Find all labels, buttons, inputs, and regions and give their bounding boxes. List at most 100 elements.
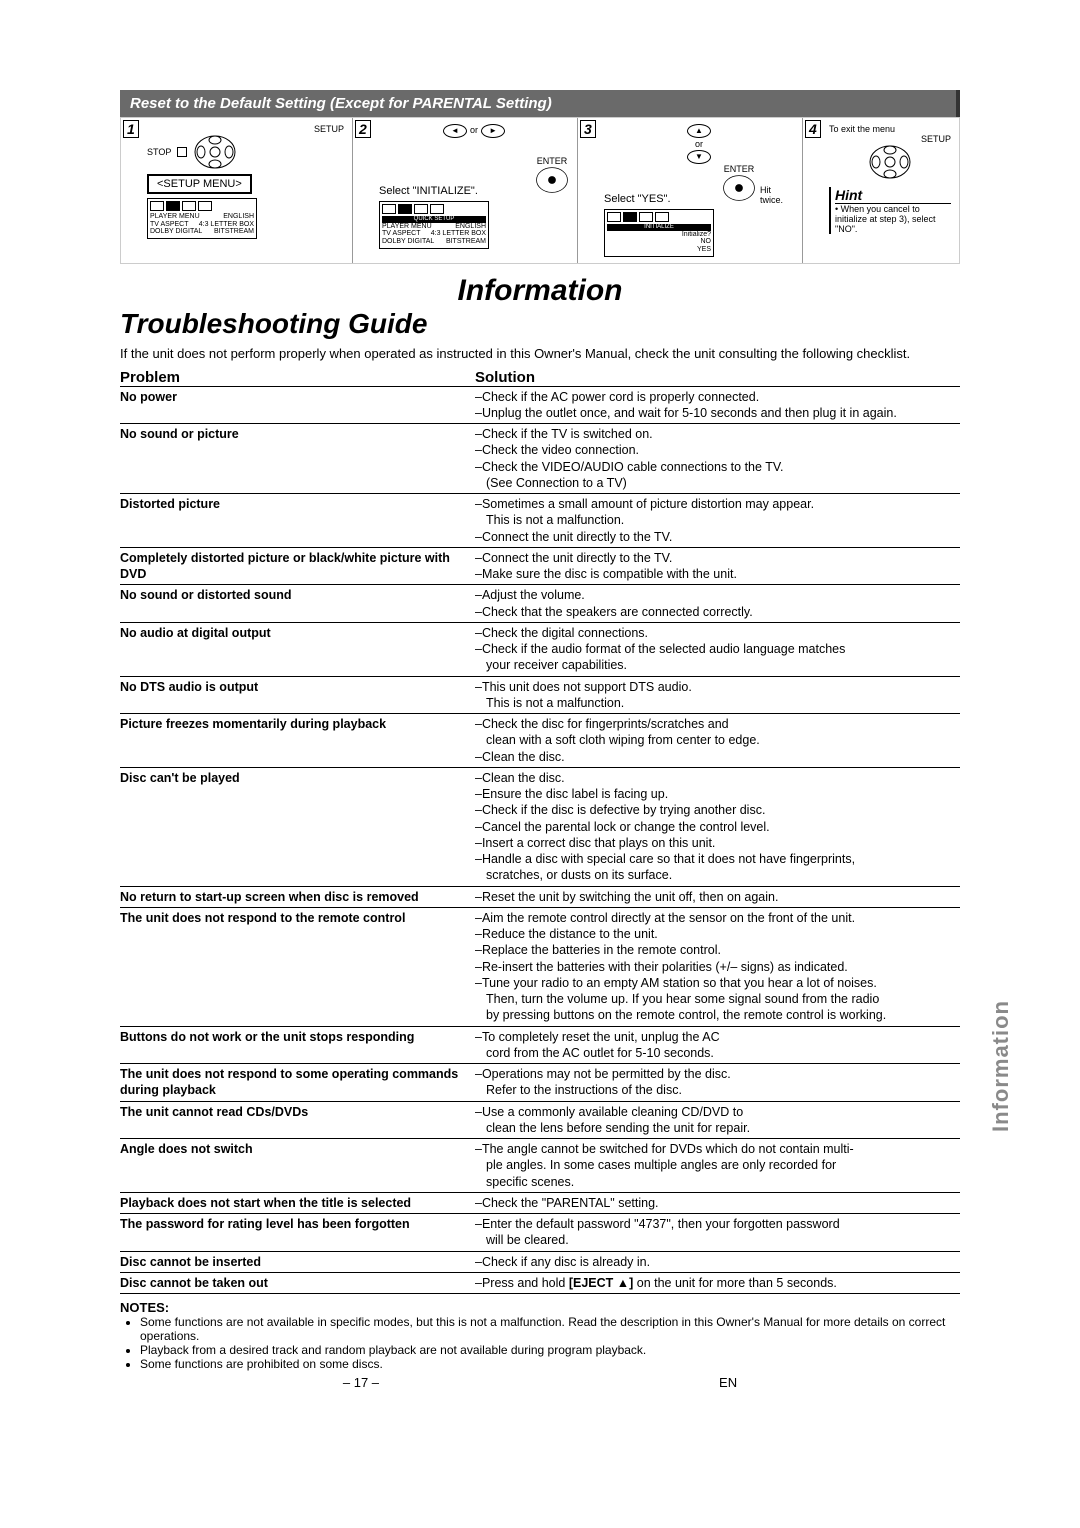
problem-cell: No return to start-up screen when disc i… bbox=[120, 889, 475, 905]
problem-cell: The unit cannot read CDs/DVDs bbox=[120, 1104, 475, 1137]
hint-box: Hint • When you cancel to initialize at … bbox=[829, 187, 951, 234]
problem-cell: Playback does not start when the title i… bbox=[120, 1195, 475, 1211]
table-row: The unit does not respond to some operat… bbox=[120, 1063, 960, 1101]
solution-cell: Clean the disc.Ensure the disc label is … bbox=[475, 770, 960, 884]
table-row: Picture freezes momentarily during playb… bbox=[120, 713, 960, 767]
menu-header: INITIALIZE bbox=[607, 224, 711, 231]
setup-menu-box: QUICK SETUP PLAYER MENUENGLISHTV ASPECT4… bbox=[379, 201, 489, 249]
page-number: – 17 – bbox=[343, 1375, 379, 1390]
setup-menu-box: PLAYER MENUENGLISHTV ASPECT4:3 LETTER BO… bbox=[147, 198, 257, 239]
page-footer: – 17 – EN bbox=[120, 1375, 960, 1390]
table-row: No audio at digital outputCheck the digi… bbox=[120, 622, 960, 676]
table-row: No sound or pictureCheck if the TV is sw… bbox=[120, 423, 960, 493]
intro-text: If the unit does not perform properly wh… bbox=[120, 346, 960, 361]
solution-cell: To completely reset the unit, unplug the… bbox=[475, 1029, 960, 1062]
problem-header: Problem bbox=[120, 369, 475, 386]
stop-label: STOP bbox=[147, 147, 171, 157]
setup-menu-box: INITIALIZE Initialize?NOYES bbox=[604, 209, 714, 257]
solution-cell: Connect the unit directly to the TV.Make… bbox=[475, 550, 960, 583]
enter-label: ENTER bbox=[722, 164, 756, 174]
solution-cell: Adjust the volume.Check that the speaker… bbox=[475, 587, 960, 620]
remote-dpad-icon bbox=[193, 134, 237, 170]
table-row: The password for rating level has been f… bbox=[120, 1213, 960, 1251]
note-item: Playback from a desired track and random… bbox=[140, 1343, 960, 1357]
up-button-icon: ▲ bbox=[687, 124, 711, 138]
step-3-num: 3 bbox=[580, 120, 596, 138]
table-row: Distorted pictureSometimes a small amoun… bbox=[120, 493, 960, 547]
problem-cell: The unit does not respond to the remote … bbox=[120, 910, 475, 1024]
problem-cell: The password for rating level has been f… bbox=[120, 1216, 475, 1249]
column-headers: Problem Solution bbox=[120, 369, 960, 386]
problem-cell: Disc cannot be inserted bbox=[120, 1254, 475, 1270]
solution-cell: –Press and hold [EJECT ▲] on the unit fo… bbox=[475, 1275, 960, 1291]
reset-steps: 1 SETUP STOP <SETUP MENU> PLAYER MENUENG… bbox=[120, 117, 960, 264]
step-2-num: 2 bbox=[355, 120, 371, 138]
step-3: 3 ▲ or ▼ Select "YES". ENTER Hit twice. bbox=[578, 118, 803, 263]
table-row: Buttons do not work or the unit stops re… bbox=[120, 1026, 960, 1064]
solution-cell: Check if any disc is already in. bbox=[475, 1254, 960, 1270]
table-row: No powerCheck if the AC power cord is pr… bbox=[120, 386, 960, 424]
solution-cell: This unit does not support DTS audio.Thi… bbox=[475, 679, 960, 712]
step-2-caption: Select "INITIALIZE". bbox=[379, 185, 478, 197]
menu-rows-2: PLAYER MENUENGLISHTV ASPECT4:3 LETTER BO… bbox=[382, 223, 486, 246]
setup-label: SETUP bbox=[147, 124, 344, 134]
problem-cell: Buttons do not work or the unit stops re… bbox=[120, 1029, 475, 1062]
solution-cell: Operations may not be permitted by the d… bbox=[475, 1066, 960, 1099]
menu-header: QUICK SETUP bbox=[382, 216, 486, 223]
solution-cell: Check the "PARENTAL" setting. bbox=[475, 1195, 960, 1211]
step-2: 2 ◄ or ► Select "INITIALIZE". ENTER QUI bbox=[353, 118, 578, 263]
remote-dpad-icon bbox=[535, 166, 569, 194]
table-row: Disc can't be playedClean the disc.Ensur… bbox=[120, 767, 960, 886]
problem-cell: No sound or picture bbox=[120, 426, 475, 491]
solution-cell: Sometimes a small amount of picture dist… bbox=[475, 496, 960, 545]
step-1: 1 SETUP STOP <SETUP MENU> PLAYER MENUENG… bbox=[121, 118, 353, 263]
information-heading: Information bbox=[120, 274, 960, 308]
solution-cell: Check the digital connections.Check if t… bbox=[475, 625, 960, 674]
problem-cell: No sound or distorted sound bbox=[120, 587, 475, 620]
step-4-num: 4 bbox=[805, 120, 821, 138]
menu-rows-3: Initialize?NOYES bbox=[607, 231, 711, 254]
note-item: Some functions are prohibited on some di… bbox=[140, 1357, 960, 1371]
left-button-icon: ◄ bbox=[443, 124, 467, 138]
hint-title: Hint bbox=[835, 187, 951, 204]
menu-rows-1: PLAYER MENUENGLISHTV ASPECT4:3 LETTER BO… bbox=[150, 213, 254, 236]
problem-cell: No DTS audio is output bbox=[120, 679, 475, 712]
reset-heading: Reset to the Default Setting (Except for… bbox=[120, 90, 960, 117]
table-row: Angle does not switchThe angle cannot be… bbox=[120, 1138, 960, 1192]
problem-cell: The unit does not respond to some operat… bbox=[120, 1066, 475, 1099]
table-row: No DTS audio is outputThis unit does not… bbox=[120, 676, 960, 714]
table-row: Completely distorted picture or black/wh… bbox=[120, 547, 960, 585]
step-4: 4 To exit the menu SETUP Hint • When you… bbox=[803, 118, 959, 263]
table-row: Playback does not start when the title i… bbox=[120, 1192, 960, 1213]
hint-body: • When you cancel to initialize at step … bbox=[835, 204, 951, 234]
right-button-icon: ► bbox=[481, 124, 505, 138]
language-code: EN bbox=[719, 1375, 737, 1390]
remote-dpad-icon bbox=[868, 144, 912, 180]
solution-cell: Use a commonly available cleaning CD/DVD… bbox=[475, 1104, 960, 1137]
step-1-num: 1 bbox=[123, 120, 139, 138]
problem-cell: Distorted picture bbox=[120, 496, 475, 545]
problem-cell: No audio at digital output bbox=[120, 625, 475, 674]
or-label: or bbox=[695, 139, 703, 149]
side-tab: Information bbox=[988, 1000, 1014, 1132]
solution-cell: Aim the remote control directly at the s… bbox=[475, 910, 960, 1024]
exit-label: To exit the menu bbox=[829, 124, 951, 134]
problem-cell: Picture freezes momentarily during playb… bbox=[120, 716, 475, 765]
solution-cell: Enter the default password "4737", then … bbox=[475, 1216, 960, 1249]
setup-menu-title: <SETUP MENU> bbox=[147, 174, 252, 194]
solution-cell: Check the disc for fingerprints/scratche… bbox=[475, 716, 960, 765]
problem-cell: Completely distorted picture or black/wh… bbox=[120, 550, 475, 583]
troubleshooting-heading: Troubleshooting Guide bbox=[120, 308, 960, 340]
problem-cell: Disc cannot be taken out bbox=[120, 1275, 475, 1291]
remote-dpad-icon bbox=[722, 174, 756, 202]
solution-cell: Reset the unit by switching the unit off… bbox=[475, 889, 960, 905]
setup-label: SETUP bbox=[829, 134, 951, 144]
enter-label: ENTER bbox=[535, 156, 569, 166]
solution-cell: The angle cannot be switched for DVDs wh… bbox=[475, 1141, 960, 1190]
step-3-caption: Select "YES". bbox=[604, 193, 671, 205]
down-button-icon: ▼ bbox=[687, 150, 711, 164]
hit-twice: Hit twice. bbox=[760, 185, 794, 205]
problem-cell: Angle does not switch bbox=[120, 1141, 475, 1190]
solution-cell: Check if the AC power cord is properly c… bbox=[475, 389, 960, 422]
table-row: The unit does not respond to the remote … bbox=[120, 907, 960, 1026]
